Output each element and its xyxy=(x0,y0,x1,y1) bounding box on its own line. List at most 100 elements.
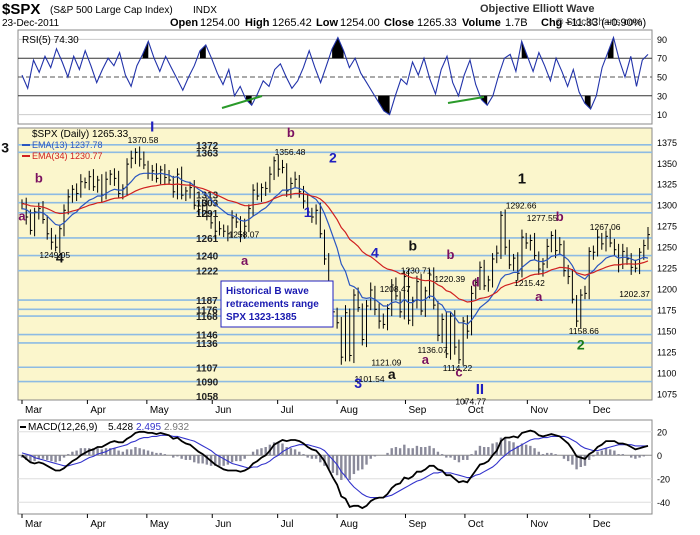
macd-hist-bar xyxy=(348,455,351,480)
macd-hist-bar xyxy=(600,450,603,456)
wave-label: 2 xyxy=(577,337,585,353)
wave-label: b xyxy=(408,238,417,254)
macd-hist-bar xyxy=(172,455,175,458)
macd-hist-bar xyxy=(62,455,66,458)
macd-hist-bar xyxy=(566,455,570,462)
month-label: Nov xyxy=(530,405,548,416)
macd-hist-bar xyxy=(214,455,217,466)
price-tick: 1250 xyxy=(657,243,677,253)
price-tick: 1375 xyxy=(657,138,677,148)
rsi-label: RSI(5) 74.30 xyxy=(22,35,79,46)
macd-hist-bar xyxy=(327,455,330,470)
macd-hist-bar xyxy=(176,455,179,457)
macd-hist-bar xyxy=(256,449,259,456)
month-label: Apr xyxy=(90,405,106,416)
price-legend: $SPX (Daily) 1265.33 EMA(13) 1237.78 EMA… xyxy=(22,129,129,161)
month-label: Jul xyxy=(281,405,294,416)
macd-hist-bar xyxy=(180,455,183,459)
macd-tick: -40 xyxy=(657,498,670,508)
chg-value: +11.33 (+0.90%) xyxy=(565,17,646,29)
callout-frame xyxy=(220,280,334,328)
macd-hist-bar xyxy=(319,455,322,463)
macd-tick: 0 xyxy=(657,451,662,461)
price-tick: 1125 xyxy=(657,348,676,358)
macd-hist-bar xyxy=(587,455,591,460)
fib-label: 1058 xyxy=(196,392,219,403)
macd-panel: 20 0 -20 -40 MACD(12,26,9) 5.428 2.495 2.93… xyxy=(17,419,670,515)
low-label: Low xyxy=(316,17,338,29)
fib-label: 1176 xyxy=(196,305,218,316)
macd-hist-bar xyxy=(634,455,637,459)
fib-label: 1261 xyxy=(196,234,219,245)
rsi-tick-labels: 90 70 50 30 10 xyxy=(657,35,667,120)
wave-label: c xyxy=(455,364,462,379)
macd-hist-bar xyxy=(604,448,608,456)
macd-hist-bar xyxy=(411,448,414,456)
month-label: Oct xyxy=(468,519,484,530)
macd-hist-bar xyxy=(373,455,377,457)
month-label: Mar xyxy=(25,519,43,530)
macd-hist-bar xyxy=(386,452,389,456)
close-label: Close xyxy=(384,17,414,29)
macd-hist-bar xyxy=(272,442,276,456)
price-point-label: 1202.37 xyxy=(619,289,650,299)
macd-hist-bar xyxy=(121,451,125,456)
macd-hist-bar xyxy=(163,454,167,456)
rsi-tick: 10 xyxy=(657,110,667,120)
macd-hist-bar xyxy=(88,448,91,456)
macd-hist-bar xyxy=(545,452,549,456)
ema34-line xyxy=(21,183,649,303)
macd-hist-bar xyxy=(550,452,553,456)
macd-hist-bar xyxy=(499,437,503,456)
macd-hist-bar xyxy=(533,448,536,456)
macd-hist-bar xyxy=(138,448,141,456)
macd-value: 5.428 xyxy=(108,422,133,433)
macd-hist-bar xyxy=(520,443,524,456)
macd-hist-bar xyxy=(415,445,419,456)
macd-hist-bar xyxy=(331,455,335,473)
macd-hist-bar xyxy=(54,455,57,463)
macd-hist-bar xyxy=(281,443,284,456)
macd-hist-bar xyxy=(41,455,45,459)
macd-hist-bar xyxy=(440,454,444,456)
wave-label: 3 xyxy=(1,139,9,155)
wave-label: 3 xyxy=(354,375,362,391)
exchange-label: INDX xyxy=(193,5,217,16)
high-label: High xyxy=(245,17,270,29)
price-frame xyxy=(17,127,653,401)
price-panel: 1372136313131303129112611240122211871176… xyxy=(1,118,677,406)
copyright: © StockCharts.com xyxy=(556,17,642,28)
macd-hist-bar xyxy=(428,445,431,456)
macd-hist-bar xyxy=(613,450,616,456)
macd-hist-bar xyxy=(398,448,402,456)
macd-hist-bar xyxy=(289,448,293,456)
month-label: Dec xyxy=(593,519,611,530)
macd-hist-bar xyxy=(146,450,150,456)
macd-hist-bar xyxy=(356,455,360,471)
macd-hist-bar xyxy=(361,455,364,470)
price-tick: 1350 xyxy=(657,159,677,169)
wave-label: b xyxy=(556,209,564,224)
ema34-legend: EMA(34) 1230.77 xyxy=(32,151,103,161)
open-value: 1254.00 xyxy=(200,17,240,29)
wave-label: a xyxy=(241,253,249,268)
price-tick: 1075 xyxy=(657,390,677,400)
wave-label: II xyxy=(476,381,484,398)
high-value: 1265.42 xyxy=(272,17,312,29)
fib-label: 1363 xyxy=(196,148,219,159)
fib-label: 1146 xyxy=(196,331,218,342)
macd-hist-bar xyxy=(197,455,200,464)
macd-hist-bar xyxy=(134,447,137,456)
macd-hist-bar xyxy=(449,455,452,458)
macd-hist-bar xyxy=(457,455,461,463)
macd-hist-bar xyxy=(92,448,95,456)
macd-hist-bar xyxy=(592,455,595,457)
month-label: Nov xyxy=(530,519,548,530)
price-point-label: 1074.77 xyxy=(455,396,486,406)
month-label: Jun xyxy=(215,519,231,530)
macd-hist-bar xyxy=(117,450,120,456)
rsi-trendline-2 xyxy=(447,96,485,104)
price-point-label: 1208.47 xyxy=(380,284,411,294)
